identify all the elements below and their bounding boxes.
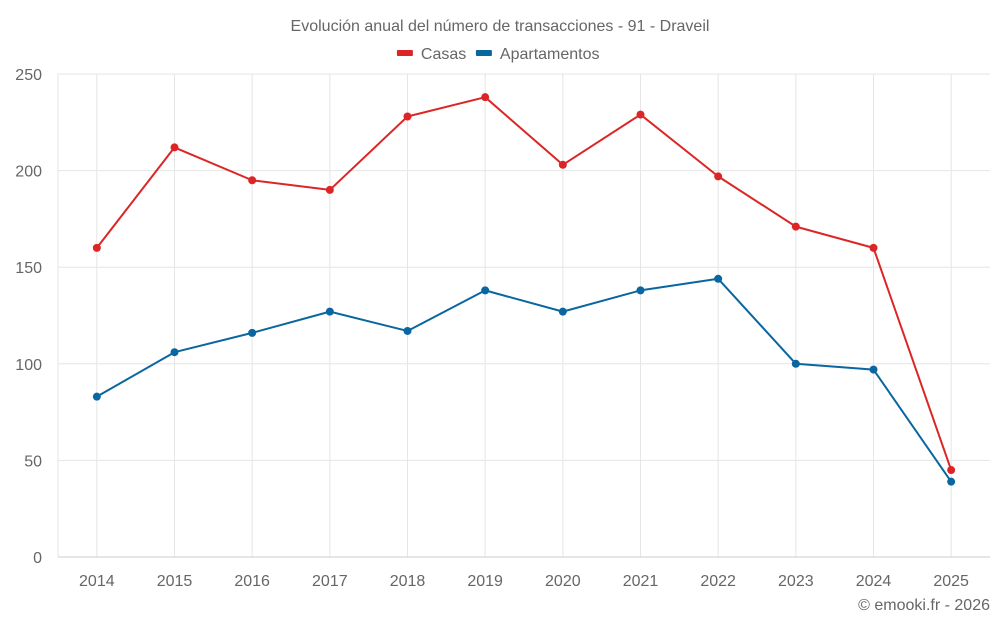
legend-swatch xyxy=(475,50,492,56)
y-tick-label: 250 xyxy=(15,67,42,84)
x-tick-label: 2022 xyxy=(700,573,736,590)
data-point[interactable] xyxy=(248,176,257,185)
series-layer xyxy=(92,93,956,486)
legend-item-apartamentos[interactable]: Apartamentos xyxy=(475,46,600,63)
y-tick-label: 50 xyxy=(24,453,42,470)
data-point[interactable] xyxy=(947,477,956,486)
data-point[interactable] xyxy=(714,274,723,283)
x-gridlines xyxy=(57,74,952,557)
y-tick-label: 100 xyxy=(15,357,42,374)
legend: Casas Apartamentos xyxy=(396,46,600,63)
data-point[interactable] xyxy=(947,466,956,475)
x-axis-ticks: 2014 2015 2016 2017 2018 2019 2020 2021 2022 2023… xyxy=(79,573,969,590)
data-point[interactable] xyxy=(248,328,257,337)
series-line xyxy=(96,277,952,483)
data-point[interactable] xyxy=(636,286,645,295)
data-point[interactable] xyxy=(791,222,800,231)
series-casas xyxy=(92,93,956,475)
x-tick-label: 2021 xyxy=(623,573,659,590)
data-point[interactable] xyxy=(92,243,101,252)
data-point[interactable] xyxy=(92,392,101,401)
data-point[interactable] xyxy=(325,307,334,316)
data-point[interactable] xyxy=(325,185,334,194)
data-point[interactable] xyxy=(636,110,645,119)
data-point[interactable] xyxy=(170,143,179,152)
data-point[interactable] xyxy=(481,93,490,102)
y-gridlines xyxy=(58,73,990,558)
legend-swatch xyxy=(396,50,413,56)
y-tick-label: 150 xyxy=(15,260,42,277)
legend-item-casas[interactable]: Casas xyxy=(396,46,466,63)
x-tick-label: 2019 xyxy=(467,573,503,590)
y-tick-label: 200 xyxy=(15,164,42,181)
data-point[interactable] xyxy=(170,348,179,357)
data-point[interactable] xyxy=(791,359,800,368)
data-point[interactable] xyxy=(714,172,723,181)
chart-title: Evolución anual del número de transaccio… xyxy=(291,18,710,35)
legend-label: Casas xyxy=(421,46,466,63)
x-tick-label: 2015 xyxy=(157,573,193,590)
data-point[interactable] xyxy=(481,286,490,295)
x-tick-label: 2016 xyxy=(234,573,270,590)
x-tick-label: 2024 xyxy=(856,573,892,590)
x-tick-label: 2025 xyxy=(933,573,969,590)
x-tick-label: 2018 xyxy=(390,573,426,590)
x-tick-label: 2023 xyxy=(778,573,814,590)
series-line xyxy=(96,96,953,471)
x-tick-label: 2020 xyxy=(545,573,581,590)
data-point[interactable] xyxy=(869,243,878,252)
x-tick-label: 2017 xyxy=(312,573,348,590)
credit-text: © emooki.fr - 2026 xyxy=(858,597,990,614)
data-point[interactable] xyxy=(558,160,567,169)
data-point[interactable] xyxy=(403,112,412,121)
legend-label: Apartamentos xyxy=(500,46,600,63)
data-point[interactable] xyxy=(558,307,567,316)
series-apartamentos xyxy=(92,274,956,486)
data-point[interactable] xyxy=(869,365,878,374)
y-tick-label: 0 xyxy=(33,550,42,567)
y-axis-ticks: 0 50 100 150 200 250 xyxy=(15,67,42,567)
data-point[interactable] xyxy=(403,326,412,335)
x-tick-label: 2014 xyxy=(79,573,115,590)
